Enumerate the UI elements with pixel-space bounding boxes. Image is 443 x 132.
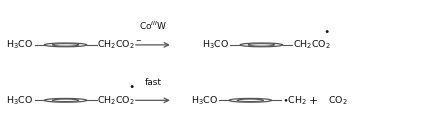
- Text: H$_3$CO: H$_3$CO: [191, 94, 218, 107]
- Text: H$_3$CO: H$_3$CO: [7, 39, 34, 51]
- Text: CH$_2$CO$_2$: CH$_2$CO$_2$: [293, 39, 331, 51]
- Text: $\bullet$: $\bullet$: [128, 80, 134, 90]
- Text: CO$_2$: CO$_2$: [328, 94, 348, 107]
- Text: $+$: $+$: [308, 95, 318, 106]
- Text: CH$_2$CO$_2$$^-$: CH$_2$CO$_2$$^-$: [97, 39, 143, 51]
- Text: fast: fast: [144, 78, 161, 87]
- Text: H$_3$CO: H$_3$CO: [202, 39, 229, 51]
- Text: H$_3$CO: H$_3$CO: [7, 94, 34, 107]
- Text: CH$_2$CO$_2$: CH$_2$CO$_2$: [97, 94, 136, 107]
- Text: $\bullet$CH$_2$: $\bullet$CH$_2$: [282, 94, 307, 107]
- Text: Co$^{III}$W: Co$^{III}$W: [139, 19, 167, 32]
- Text: $\bullet$: $\bullet$: [323, 25, 330, 35]
